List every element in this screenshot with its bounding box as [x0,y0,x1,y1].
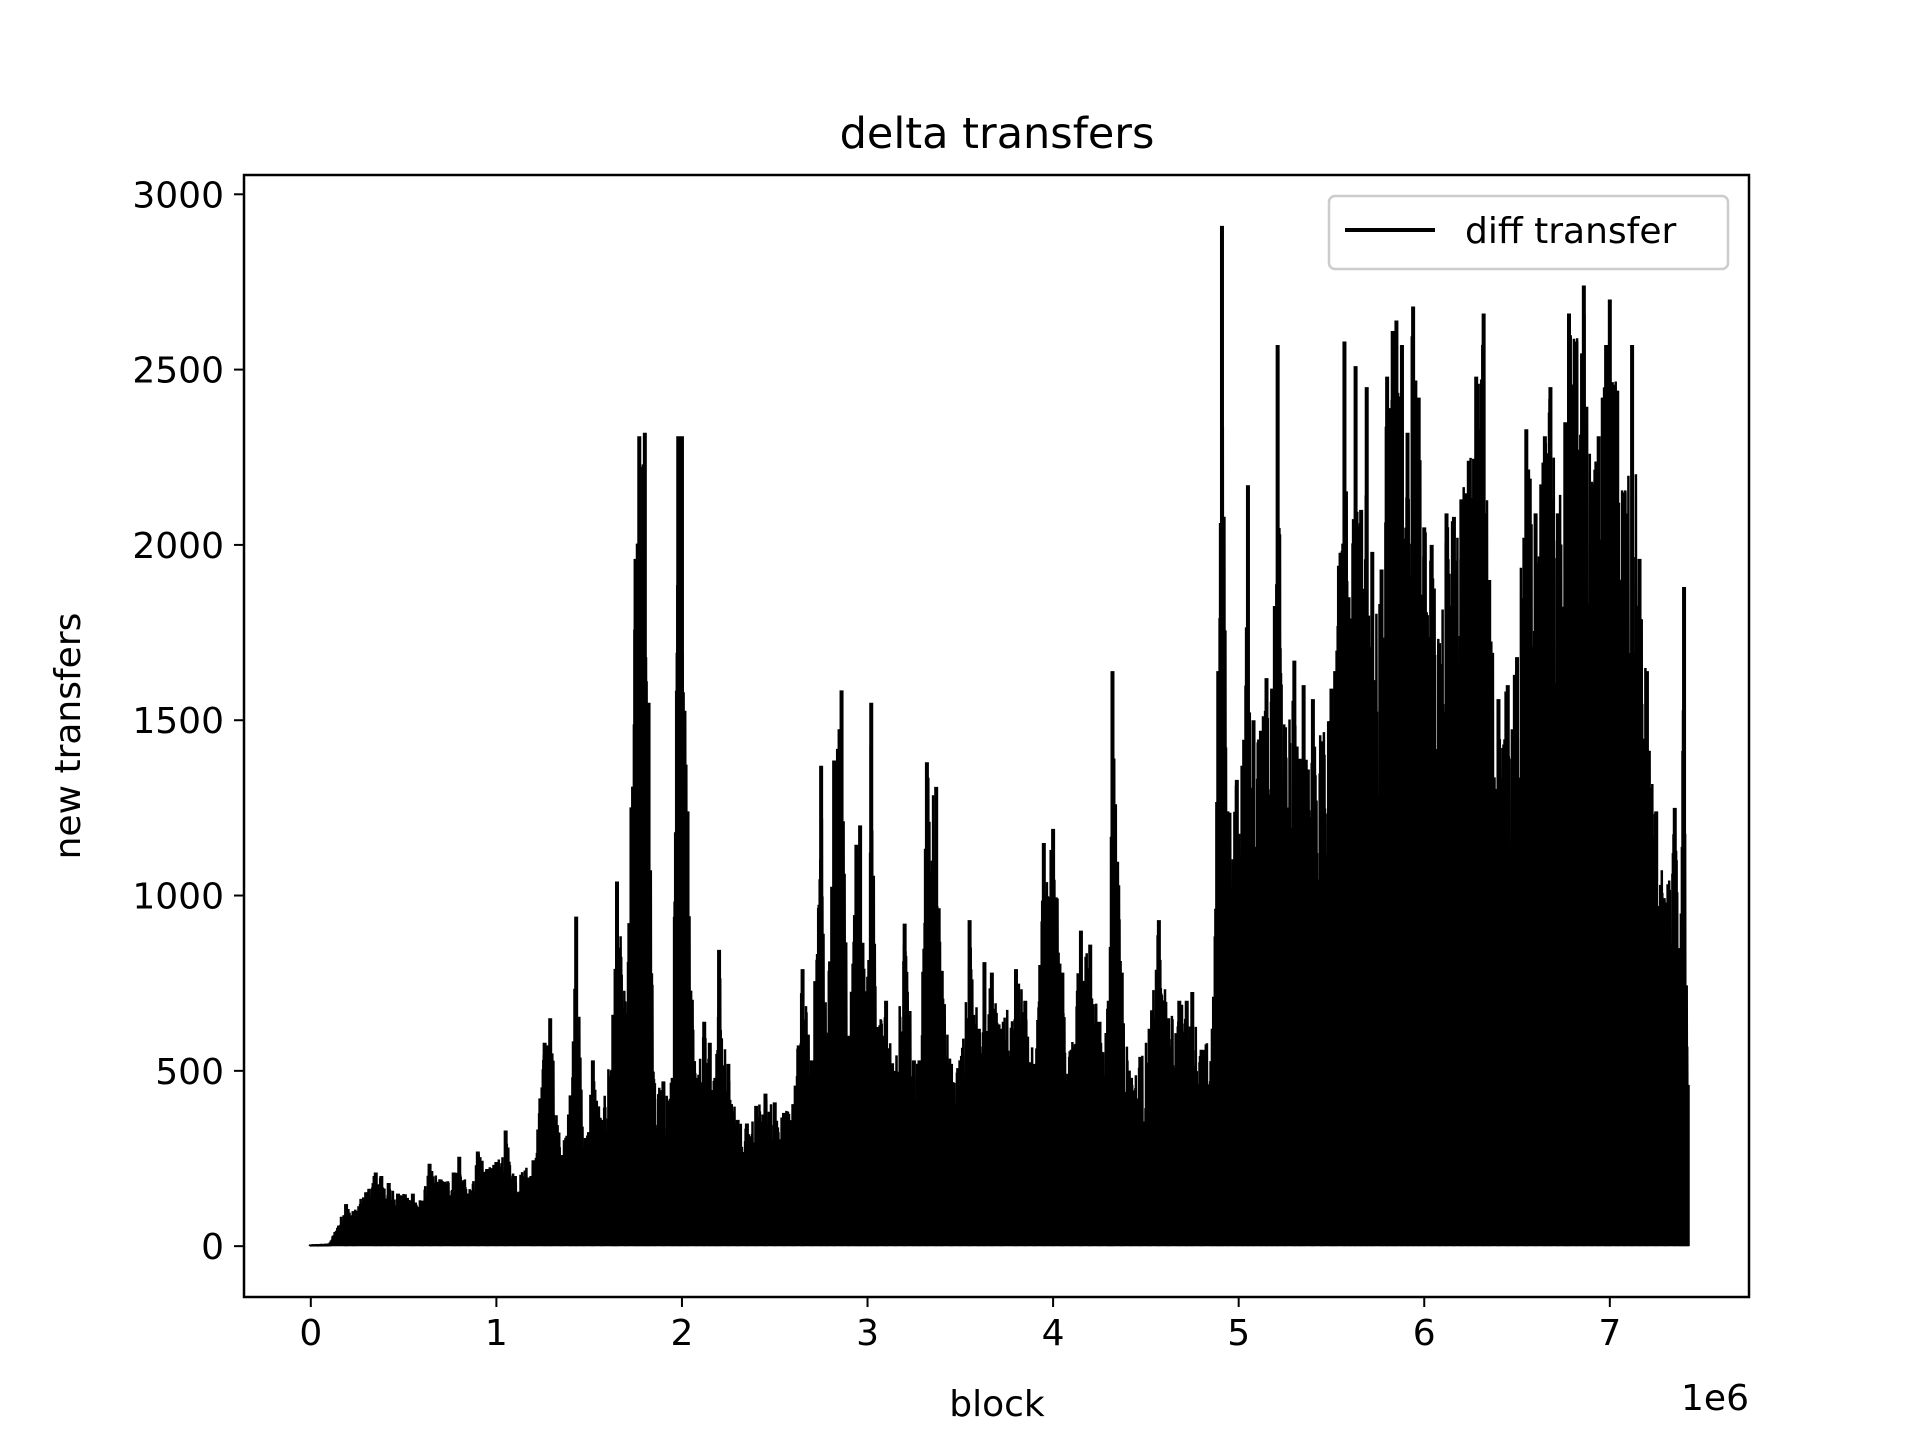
x-tick-label: 2 [671,1313,694,1354]
x-tick-label: 7 [1598,1313,1621,1354]
y-tick-label: 0 [201,1227,224,1268]
x-tick-label: 1 [485,1313,508,1354]
y-tick-label: 1000 [132,877,224,918]
y-axis: 0 500 1000 1500 2000 2500 3000 [132,175,244,1268]
legend-box [1327,194,1730,271]
x-axis: 0 1 2 3 4 5 6 7 [299,1297,1621,1354]
x-tick-label: 6 [1413,1313,1436,1354]
x-tick-label: 3 [856,1313,879,1354]
x-axis-label: block [949,1384,1045,1425]
plot-area [242,173,1751,1299]
x-tick-label: 4 [1042,1313,1065,1354]
x-tick-label: 0 [299,1313,322,1354]
series-layer [308,225,1690,1247]
y-tick-label: 1500 [132,701,224,742]
y-tick-label: 500 [155,1052,224,1093]
y-tick-label: 2500 [132,351,224,392]
plot-frame [242,173,1751,1299]
chart-title: delta transfers [840,109,1155,159]
legend: diff transfer [1327,194,1730,271]
x-tick-label: 5 [1227,1313,1250,1354]
y-tick-label: 2000 [132,526,224,567]
y-tick-label: 3000 [132,175,224,216]
y-axis-label: new transfers [48,613,89,860]
legend-entry-diff-transfer: diff transfer [1465,211,1676,252]
x-axis-offset-label: 1e6 [1681,1378,1749,1419]
